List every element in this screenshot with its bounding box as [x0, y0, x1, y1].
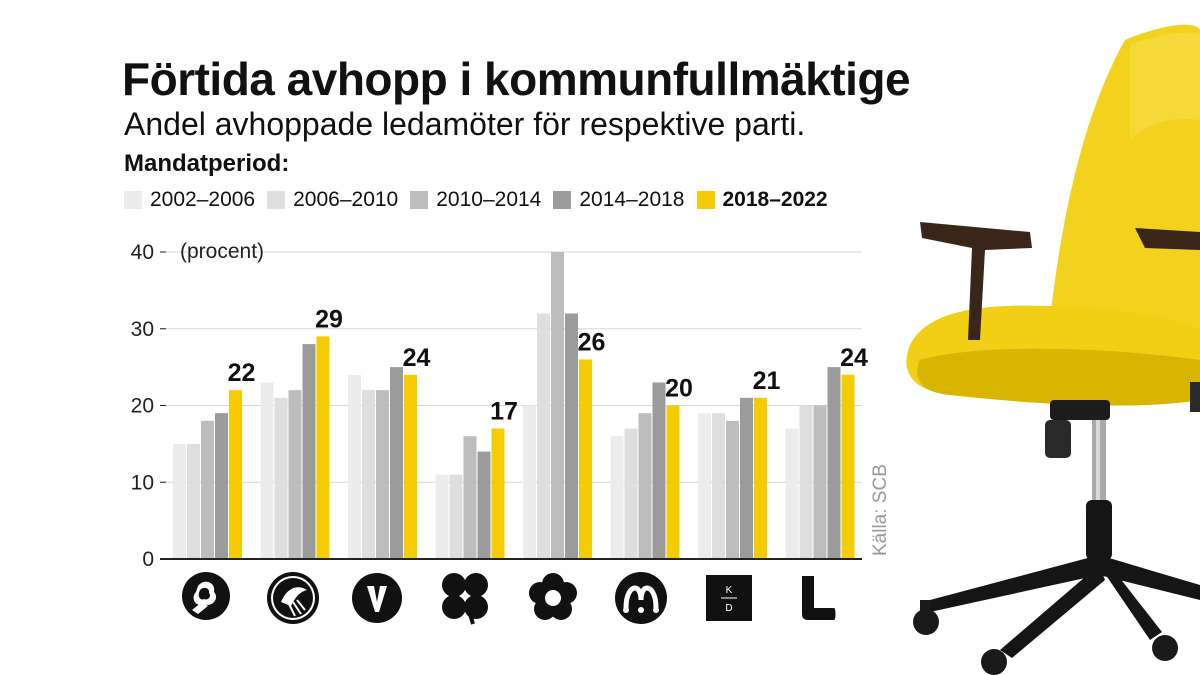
bar-sd-2014–2018 [302, 344, 316, 559]
legend-label-2018-2022: 2018–2022 [722, 188, 828, 211]
data-labels: 22 29 24 17 26 20 21 24 [228, 305, 868, 425]
bar-l-2002–2006 [785, 428, 799, 559]
data-label-m: 20 [665, 375, 693, 403]
bar-s-2018–2022 [229, 390, 242, 559]
bar-sd-2010–2014 [288, 390, 302, 559]
legend-item-2010-2014: 2010–2014 [410, 188, 541, 212]
source-label: Källa: SCB [870, 464, 891, 556]
legend-item-2002-2006: 2002–2006 [124, 188, 255, 212]
legend-item-2018-2022: 2018–2022 [696, 188, 828, 212]
christian-democrats-kd-icon: K D [706, 575, 752, 621]
bar-kd-2002–2006 [698, 413, 711, 559]
legend-swatch-2014-2018 [553, 191, 572, 209]
legend-item-2006-2010: 2006–2010 [267, 188, 398, 212]
chart-title: Förtida avhopp i kommunfullmäktige [122, 53, 911, 105]
legend-swatch-2002-2006 [124, 191, 142, 209]
bar-m-2014–2018 [652, 382, 666, 559]
bar-kd-2014–2018 [740, 397, 753, 559]
y-tick-label: 0 [142, 548, 154, 571]
bar-l-2014–2018 [827, 367, 841, 559]
bar-sd-2006–2010 [274, 397, 288, 559]
data-label-v: 24 [403, 344, 431, 372]
y-tick-label: 40 [131, 241, 154, 264]
bar-c-2018–2022 [491, 428, 505, 559]
data-label-l: 24 [840, 344, 868, 372]
chart-subtitle: Andel avhoppade ledamöter för respektive… [124, 106, 806, 142]
data-label-sd: 29 [315, 305, 343, 333]
y-axis-ticks: 0 10 20 30 40 [131, 241, 166, 571]
bar-s-2006–2010 [187, 443, 200, 559]
bar-s-2014–2018 [215, 413, 228, 559]
sweden-democrats-flower-icon [267, 572, 319, 624]
bar-v-2018–2022 [404, 374, 417, 559]
moderates-m-icon [615, 572, 667, 624]
bar-s-2002–2006 [173, 443, 186, 559]
bar-kd-2006–2010 [712, 413, 725, 559]
green-party-flower-icon [529, 573, 577, 620]
legend-label-2002-2006: 2002–2006 [150, 188, 256, 211]
bar-m-2010–2014 [638, 413, 652, 559]
unit-label: (procent) [180, 240, 264, 263]
bar-l-2018–2022 [841, 374, 855, 559]
legend-label-2014-2018: 2014–2018 [579, 188, 685, 211]
bar-v-2002–2006 [348, 374, 361, 559]
y-tick-label: 20 [131, 395, 154, 418]
bar-c-2006–2010 [449, 474, 463, 559]
bar-kd-2010–2014 [726, 420, 739, 559]
legend-swatch-2018-2022 [696, 191, 715, 209]
bar-s-2010–2014 [201, 420, 214, 559]
bar-sd-2002–2006 [260, 382, 274, 559]
legend-label-2010-2014: 2010–2014 [436, 188, 542, 211]
data-label-c: 17 [490, 398, 518, 426]
left-party-v-icon [352, 573, 402, 623]
legend-label-2006-2010: 2006–2010 [293, 188, 399, 211]
liberals-l-icon [802, 576, 836, 620]
bar-v-2014–2018 [390, 367, 403, 559]
bar-l-2010–2014 [813, 405, 827, 559]
svg-text:K: K [726, 585, 733, 596]
bar-mp-2006–2010 [537, 313, 550, 559]
bar-m-2002–2006 [610, 436, 624, 559]
legend-swatch-2010-2014 [410, 191, 429, 209]
bars [173, 252, 855, 559]
bar-m-2018–2022 [666, 405, 680, 559]
bar-m-2006–2010 [624, 428, 638, 559]
bar-mp-2010–2014 [551, 252, 564, 559]
bar-v-2010–2014 [376, 390, 389, 559]
legend-swatch-2006-2010 [267, 191, 286, 209]
bar-l-2006–2010 [799, 405, 813, 559]
data-label-s: 22 [228, 359, 256, 387]
bar-mp-2014–2018 [565, 313, 578, 559]
svg-text:D: D [725, 603, 732, 614]
bar-mp-2002–2006 [523, 405, 536, 559]
office-chair-illustration [906, 24, 1200, 675]
y-tick-label: 10 [131, 471, 154, 494]
social-democrats-rose-icon [182, 572, 230, 620]
bar-sd-2018–2022 [316, 336, 330, 559]
bar-kd-2018–2022 [754, 397, 767, 559]
bar-mp-2018–2022 [579, 359, 592, 559]
y-tick-label: 30 [131, 318, 154, 341]
bar-c-2002–2006 [435, 474, 449, 559]
data-label-kd: 21 [753, 367, 781, 395]
data-label-mp: 26 [578, 328, 606, 356]
legend-item-2014-2018: 2014–2018 [553, 188, 685, 212]
bar-v-2006–2010 [362, 390, 375, 559]
legend: 2002–2006 2006–2010 2010–2014 2014–2018 … [124, 188, 840, 212]
bar-c-2010–2014 [463, 436, 477, 559]
centre-party-clover-icon [442, 573, 488, 625]
legend-title: Mandatperiod: [124, 150, 290, 177]
bar-c-2014–2018 [477, 451, 491, 559]
